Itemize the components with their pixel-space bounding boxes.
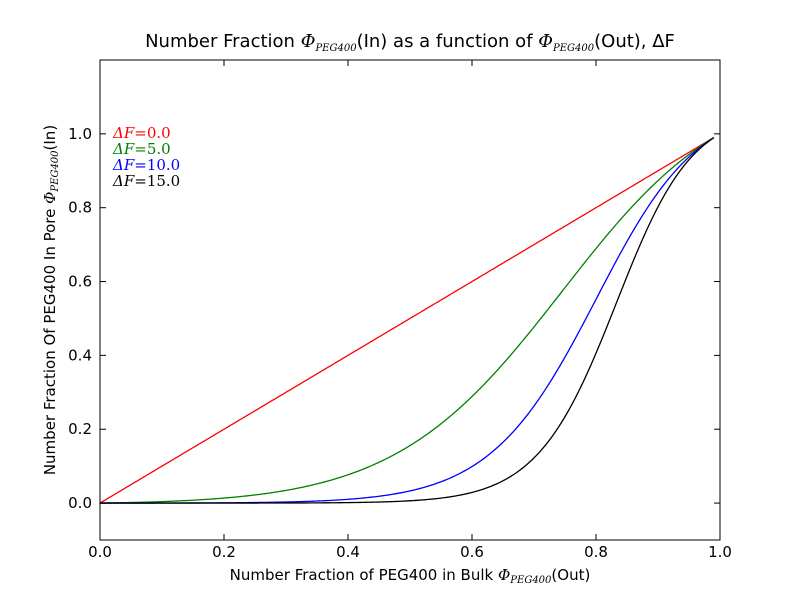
legend: ΔF=0.0ΔF=5.0ΔF=10.0ΔF=15.0 xyxy=(112,124,180,190)
xlabel-phi: Φ xyxy=(498,566,510,584)
ylabel-phi: Φ xyxy=(41,192,59,204)
ticks-layer: 0.0 0.2 0.4 0.6 0.8 1.0 0.0 0.2 0.4 0.6 0.8 1.0 xyxy=(68,60,732,561)
title-sub2: PEG400 xyxy=(552,43,595,54)
legend-entry-0: ΔF=0.0 xyxy=(112,124,171,142)
series-line-3 xyxy=(100,137,715,504)
legend-entry-1: ΔF=5.0 xyxy=(112,140,171,158)
y-tick-label: 0.4 xyxy=(68,346,92,364)
title-prefix: Number Fraction xyxy=(145,31,301,52)
xlabel-suffix: (Out) xyxy=(551,566,590,584)
y-tick-label: 0.0 xyxy=(68,494,92,512)
series-layer xyxy=(99,136,715,504)
x-tick-label: 0.6 xyxy=(460,543,484,561)
title-phi2: Φ xyxy=(538,31,553,52)
x-tick-label: 0.2 xyxy=(212,543,236,561)
y-tick-label: 0.6 xyxy=(68,273,92,291)
ylabel-prefix: Number Fraction Of PEG400 In Pore xyxy=(41,204,59,475)
y-tick-label: 0.8 xyxy=(68,199,92,217)
ylabel-suffix: (In) xyxy=(41,125,59,151)
xlabel-sub: PEG400 xyxy=(509,575,552,586)
x-tick-label: 0.8 xyxy=(584,543,608,561)
x-tick-label: 0.4 xyxy=(336,543,360,561)
legend-entry-3: ΔF=15.0 xyxy=(112,172,180,190)
chart-title: Number Fraction ΦPEG400(In) as a functio… xyxy=(145,31,675,54)
y-tick-label: 1.0 xyxy=(68,125,92,143)
title-mid: (In) as a function of xyxy=(357,31,539,52)
y-axis-label: Number Fraction Of PEG400 In Pore ΦPEG40… xyxy=(41,125,61,475)
xlabel-prefix: Number Fraction of PEG400 in Bulk xyxy=(230,566,498,584)
plot-area: 0.0 0.2 0.4 0.6 0.8 1.0 0.0 0.2 0.4 0.6 0.8 1.0 xyxy=(68,59,732,561)
title-suffix: (Out), ΔF xyxy=(594,31,675,52)
y-tick-label: 0.2 xyxy=(68,420,92,438)
ylabel-sub: PEG400 xyxy=(50,150,61,193)
x-tick-label: 0.0 xyxy=(88,543,112,561)
x-tick-label: 1.0 xyxy=(708,543,732,561)
series-line-0 xyxy=(99,136,715,504)
legend-entry-2: ΔF=10.0 xyxy=(112,156,180,174)
title-phi: Φ xyxy=(301,31,316,52)
x-axis-label: Number Fraction of PEG400 in Bulk ΦPEG40… xyxy=(230,566,591,586)
series-line-1 xyxy=(99,137,715,504)
plot-frame xyxy=(99,59,721,541)
title-sub1: PEG400 xyxy=(314,43,357,54)
